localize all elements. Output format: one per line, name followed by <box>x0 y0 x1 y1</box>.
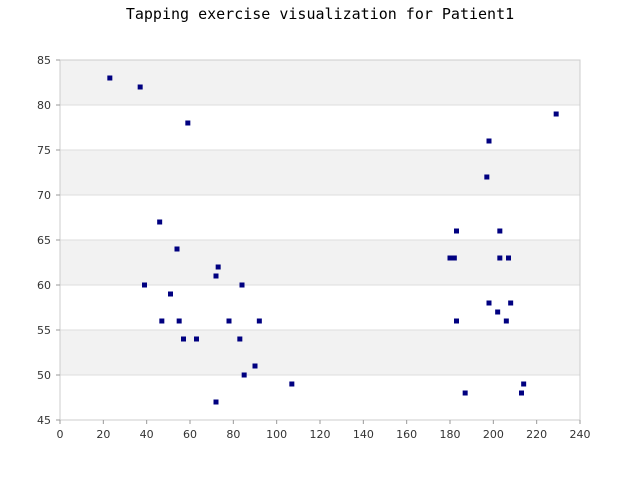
data-point <box>213 273 219 279</box>
y-axis: 45 50 55 60 65 70 75 80 85 <box>37 54 60 427</box>
x-tick-label: 240 <box>570 428 591 441</box>
x-tick-label: 0 <box>57 428 64 441</box>
x-tick-label: 140 <box>353 428 374 441</box>
data-point <box>497 255 503 261</box>
y-tick-label: 80 <box>37 99 51 112</box>
x-tick-label: 60 <box>183 428 197 441</box>
plot-band <box>60 60 580 105</box>
data-point <box>256 318 262 324</box>
data-point <box>506 255 511 261</box>
y-tick-label: 75 <box>37 144 51 157</box>
chart-title: Tapping exercise visualization for Patie… <box>126 5 514 23</box>
plot-bands <box>60 60 580 375</box>
data-point <box>454 228 459 234</box>
data-point <box>503 318 509 324</box>
data-point <box>289 381 295 387</box>
x-tick-label: 40 <box>140 428 154 441</box>
plot-band <box>60 330 580 375</box>
data-point <box>181 336 186 342</box>
data-point <box>462 390 468 396</box>
data-point <box>226 318 232 324</box>
x-tick-label: 20 <box>96 428 110 441</box>
data-point <box>486 138 492 144</box>
x-tick-label: 180 <box>440 428 461 441</box>
data-points <box>107 75 559 405</box>
data-point <box>174 246 180 252</box>
data-point <box>237 336 243 342</box>
data-point <box>451 255 457 261</box>
data-point <box>521 381 527 387</box>
data-point <box>137 84 143 90</box>
data-point <box>484 174 490 180</box>
data-point <box>157 219 163 225</box>
data-point <box>176 318 182 324</box>
y-tick-label: 45 <box>37 414 51 427</box>
plot-band <box>60 240 580 285</box>
x-tick-label: 200 <box>483 428 504 441</box>
x-tick-label: 80 <box>226 428 240 441</box>
data-point <box>185 120 191 126</box>
data-point <box>519 390 524 396</box>
x-tick-label: 160 <box>396 428 417 441</box>
x-axis: 0 20 40 60 80 100 120 140 160 180 200 220 240 <box>57 420 591 441</box>
data-point <box>486 300 492 306</box>
x-tick-label: 100 <box>266 428 287 441</box>
data-point <box>497 228 503 234</box>
data-point <box>553 111 559 117</box>
y-tick-label: 60 <box>37 279 51 292</box>
data-point <box>495 309 501 315</box>
data-point <box>241 372 247 378</box>
data-point <box>194 336 199 342</box>
data-point <box>454 318 459 324</box>
y-tick-label: 70 <box>37 189 51 202</box>
data-point <box>215 264 221 270</box>
data-point <box>168 291 173 297</box>
y-tick-label: 55 <box>37 324 51 337</box>
data-point <box>447 255 453 261</box>
x-tick-label: 120 <box>310 428 331 441</box>
data-point <box>142 282 147 288</box>
plot-band <box>60 150 580 195</box>
y-tick-label: 85 <box>37 54 51 67</box>
data-point <box>239 282 245 288</box>
data-point <box>213 399 219 405</box>
y-tick-label: 50 <box>37 369 51 382</box>
data-point <box>107 75 113 81</box>
x-tick-label: 220 <box>526 428 547 441</box>
data-point <box>252 363 258 369</box>
data-point <box>159 318 165 324</box>
data-point <box>508 300 514 306</box>
y-tick-label: 65 <box>37 234 51 247</box>
